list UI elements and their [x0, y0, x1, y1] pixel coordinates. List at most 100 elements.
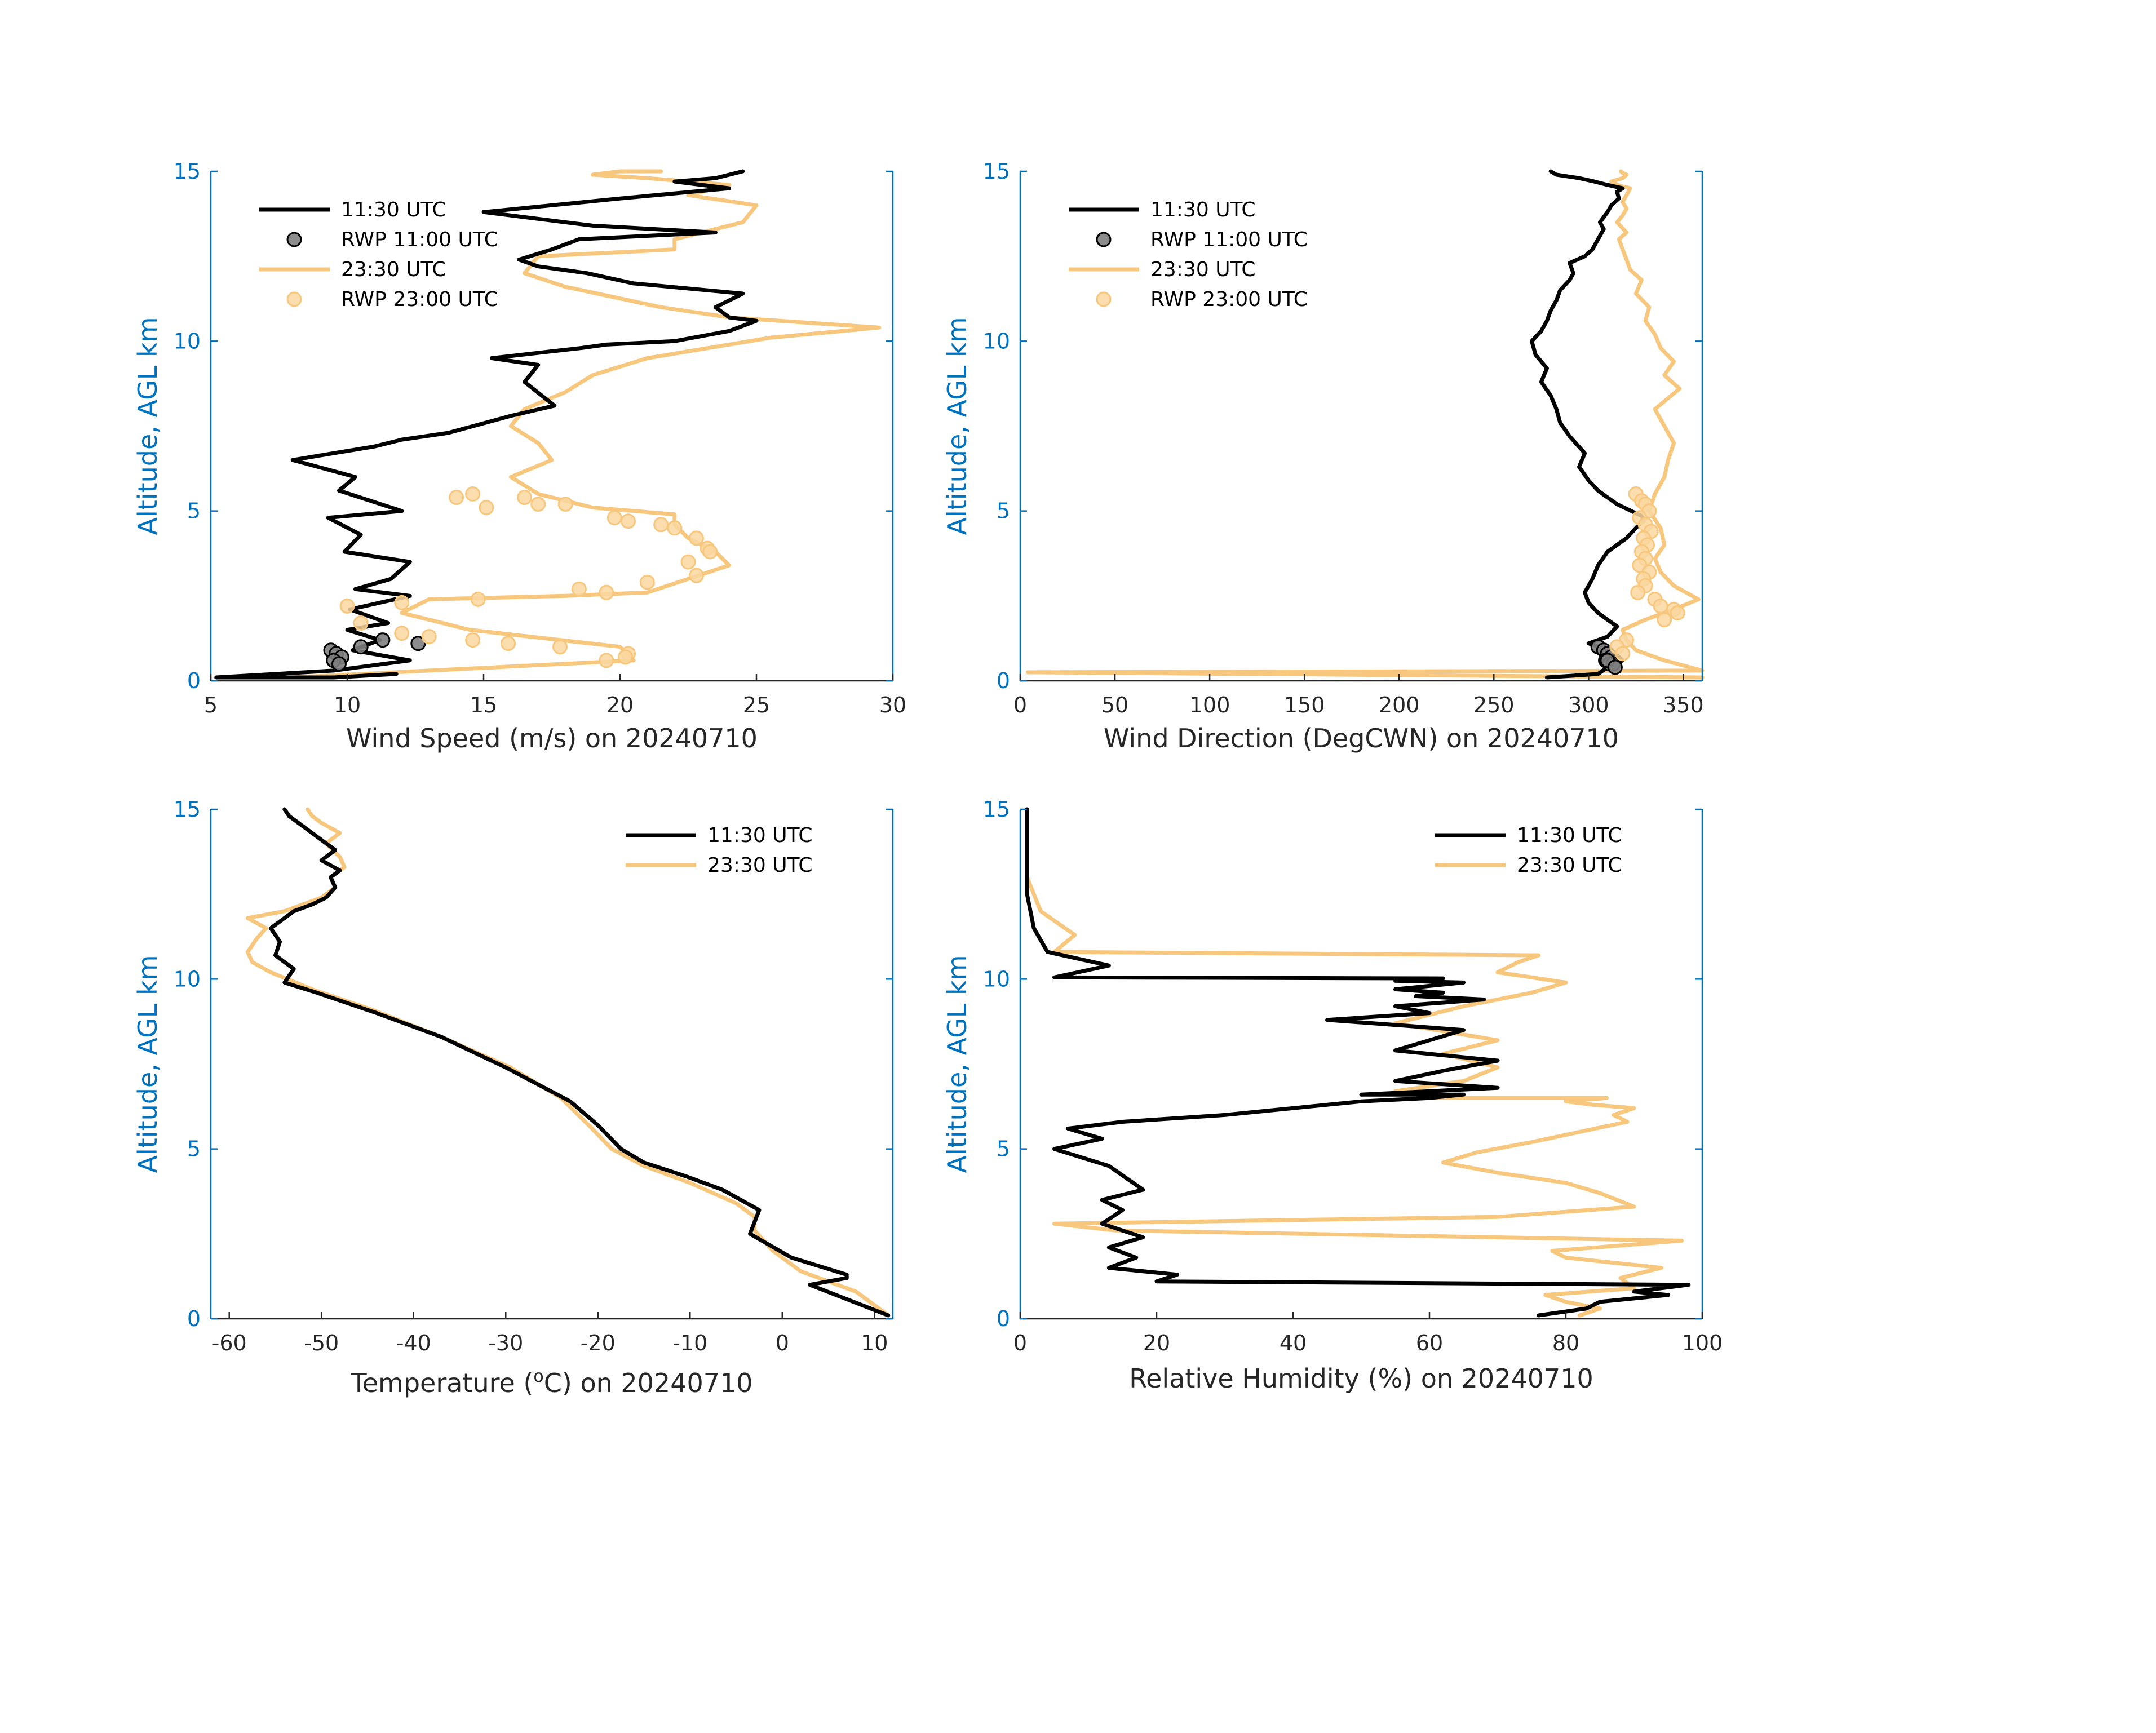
legend-label: RWP 11:00 UTC	[341, 228, 498, 251]
y-tick-label: 15	[983, 159, 1010, 184]
x-tick-label: -60	[212, 1331, 247, 1355]
y-axis-label: Altitude, AGL km	[132, 317, 163, 535]
data-point	[1657, 612, 1672, 628]
data-point	[653, 517, 669, 533]
x-tick-label: -50	[304, 1331, 339, 1355]
axes-layer	[1019, 171, 1703, 682]
y-tick-label: 5	[187, 1137, 201, 1162]
x-tick-label: 40	[1280, 1331, 1307, 1355]
data-point	[331, 656, 347, 672]
data-point	[470, 591, 486, 607]
data-point	[479, 500, 494, 516]
legend: 11:30 UTC 23:30 UTC	[626, 824, 813, 877]
x-tick-label: 25	[743, 693, 770, 717]
legend: 11:30 UTC RWP 11:00 UTC 23:30 UTC RWP 23:00…	[1069, 198, 1308, 311]
x-axis-label-superscript: o	[533, 1367, 543, 1386]
x-tick-label: 250	[1473, 693, 1515, 717]
data-point	[465, 632, 481, 648]
x-tick-label: 100	[1682, 1331, 1723, 1355]
legend-label: 23:30 UTC	[1150, 258, 1256, 281]
x-tick-label: 20	[606, 693, 634, 717]
data-point	[530, 497, 546, 512]
legend-swatch-marker	[1096, 291, 1112, 307]
data-point	[639, 574, 655, 590]
legend: 11:30 UTC RWP 11:00 UTC 23:30 UTC RWP 23:00…	[259, 198, 498, 311]
series-rwp2300-markers	[339, 486, 718, 668]
data-point	[1670, 605, 1685, 620]
legend-label: 11:30 UTC	[341, 198, 446, 221]
data-point	[1607, 659, 1623, 675]
y-tick-label: 10	[174, 967, 201, 991]
data-point	[410, 636, 426, 651]
x-axis-label: Wind Direction (DegCWN) on 20240710	[1104, 723, 1619, 754]
x-tick-label: 50	[1101, 693, 1128, 717]
x-tick-label: 60	[1416, 1331, 1443, 1355]
series-rwp1100-markers	[323, 632, 426, 672]
data-point	[689, 568, 705, 583]
x-tick-label: 5	[204, 693, 218, 717]
data-point	[552, 639, 568, 655]
panel-wind-direction: 0 50 100 150 200 250 300 350 0 5 10 15 Altitude, AG…	[942, 159, 1705, 754]
legend-item: 11:30 UTC	[626, 824, 813, 847]
legend-label: RWP 23:00 UTC	[341, 288, 498, 311]
y-tick-label: 10	[983, 329, 1010, 353]
ticks-layer: -60 -50 -40 -30 -20 -10 0 10 0 5 10 15	[174, 797, 893, 1355]
data-point	[353, 639, 369, 655]
data-point	[1615, 646, 1631, 662]
legend-item: 23:30 UTC	[1435, 854, 1622, 877]
data-point	[1653, 598, 1668, 614]
x-tick-label: 30	[879, 693, 906, 717]
y-tick-label: 15	[174, 159, 201, 184]
y-tick-label: 10	[174, 329, 201, 353]
x-axis-label: Relative Humidity (%) on 20240710	[1129, 1363, 1593, 1394]
x-tick-label: 350	[1663, 693, 1704, 717]
y-tick-label: 15	[983, 797, 1010, 822]
legend-swatch-marker	[1096, 232, 1112, 247]
x-tick-label: 15	[470, 693, 497, 717]
legend-swatch-marker	[286, 232, 302, 247]
data-point	[1630, 584, 1646, 600]
legend-item: RWP 11:00 UTC	[1096, 228, 1308, 251]
legend-swatch-marker	[286, 291, 302, 307]
legend-item: RWP 23:00 UTC	[1096, 288, 1308, 311]
x-tick-label: 20	[1143, 1331, 1170, 1355]
x-tick-label: -40	[396, 1331, 431, 1355]
legend-label: 11:30 UTC	[1517, 824, 1622, 847]
legend-item: RWP 11:00 UTC	[286, 228, 498, 251]
x-axis-label-part: Temperature (	[350, 1368, 533, 1398]
series-layer	[214, 169, 882, 680]
series-line-2330	[290, 169, 882, 680]
y-tick-label: 0	[187, 1306, 201, 1331]
data-point	[501, 636, 516, 651]
legend-label: RWP 23:00 UTC	[1150, 288, 1308, 311]
data-point	[353, 615, 369, 631]
series-line-2330	[1025, 169, 1705, 680]
y-axis-label: Altitude, AGL km	[942, 955, 972, 1173]
legend-label: 11:30 UTC	[707, 824, 813, 847]
data-point	[449, 490, 464, 506]
x-tick-label: 100	[1189, 693, 1230, 717]
x-axis-label: Temperature (oC) on 20240710	[350, 1367, 752, 1398]
x-axis-label: Wind Speed (m/s) on 20240710	[346, 723, 758, 754]
legend-label: 23:30 UTC	[707, 854, 813, 877]
data-point	[465, 486, 481, 502]
legend: 11:30 UTC 23:30 UTC	[1435, 824, 1622, 877]
series-layer	[1025, 169, 1705, 680]
data-point	[702, 544, 718, 560]
x-tick-label: 10	[334, 693, 361, 717]
series-line-1130	[1530, 169, 1648, 680]
data-point	[621, 513, 636, 529]
legend-item: 11:30 UTC	[259, 198, 446, 221]
series-layer	[245, 807, 891, 1318]
data-point	[394, 595, 410, 610]
data-point	[394, 626, 410, 641]
legend-item: RWP 23:00 UTC	[286, 288, 498, 311]
data-point	[571, 581, 587, 597]
x-tick-label: -30	[488, 1331, 523, 1355]
series-rwp2300-markers	[1609, 486, 1685, 662]
panel-relative-humidity: 0 20 40 60 80 100 0 5 10 15 Altitude, AGL km Rela…	[942, 797, 1723, 1394]
data-point	[689, 530, 705, 546]
